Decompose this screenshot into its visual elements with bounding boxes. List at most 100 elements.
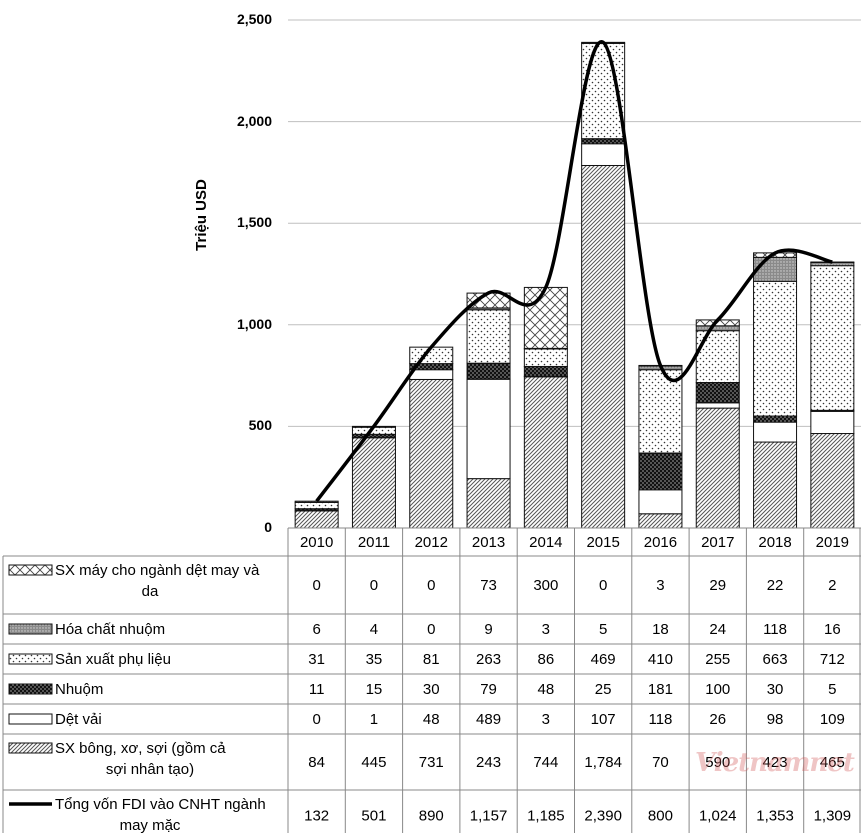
data-label: 70	[652, 754, 669, 771]
legend-key	[8, 623, 53, 635]
data-label: 98	[767, 711, 784, 728]
data-label: 663	[763, 651, 788, 668]
bar-segment	[466, 378, 511, 480]
data-label: 1,784	[584, 754, 622, 771]
bar-segment	[638, 489, 683, 515]
y-tick-label: 0	[264, 519, 272, 535]
data-label: 24	[709, 621, 726, 638]
bar-segment	[753, 256, 798, 282]
x-category-label: 2011	[358, 534, 390, 551]
bar-segment	[695, 330, 740, 384]
data-label: 731	[419, 754, 444, 771]
bar-segment	[409, 378, 454, 529]
x-category-label: 2010	[300, 534, 333, 551]
table-row-label: da	[142, 583, 159, 600]
data-label: 5	[828, 681, 836, 698]
data-label: 0	[599, 577, 607, 594]
data-label: 890	[419, 808, 444, 825]
data-label: 86	[538, 651, 555, 668]
data-label: 2	[828, 577, 836, 594]
data-label: 22	[767, 577, 784, 594]
table-row-label: may mặc	[120, 817, 181, 833]
table-row-label: Nhuộm	[55, 681, 103, 698]
bar-segment	[810, 261, 855, 264]
data-label: 11	[309, 681, 325, 698]
data-label: 0	[312, 577, 320, 594]
data-label: 423	[763, 754, 788, 771]
bar-segment	[466, 309, 511, 364]
data-label: 30	[767, 681, 784, 698]
data-label: 48	[538, 681, 555, 698]
data-label: 300	[533, 577, 558, 594]
legend-key	[8, 713, 53, 725]
table-row-label: Dệt vải	[55, 711, 102, 728]
data-label: 712	[820, 651, 845, 668]
legend-key	[8, 564, 53, 576]
y-tick-label: 2,500	[236, 11, 272, 27]
bar-segment	[753, 441, 798, 529]
bar-segment	[810, 433, 855, 529]
data-label: 26	[709, 711, 726, 728]
bar-segment	[581, 138, 626, 145]
data-label: 501	[361, 808, 386, 825]
x-category-label: 2015	[586, 534, 619, 551]
x-category-label: 2014	[529, 534, 562, 551]
table-row-label: Hóa chất nhuộm	[55, 621, 165, 638]
table-row-label: Sản xuất phụ liệu	[55, 651, 171, 668]
data-label: 1,157	[470, 808, 508, 825]
data-label: 79	[480, 681, 497, 698]
bar-segment	[466, 478, 511, 529]
legend-key	[8, 653, 53, 665]
data-label: 15	[366, 681, 383, 698]
data-label: 590	[705, 754, 730, 771]
y-tick-label: 1,500	[236, 214, 272, 231]
data-label: 1,185	[527, 808, 565, 825]
table-row-label: sợi nhân tạo)	[106, 761, 194, 778]
bar-segment	[581, 143, 626, 166]
data-label: 2,390	[584, 808, 622, 825]
x-category-label: 2017	[701, 534, 734, 551]
data-label: 489	[476, 711, 501, 728]
data-label: 0	[427, 621, 435, 638]
bar-segment	[638, 513, 683, 529]
y-tick-label: 2,000	[236, 112, 272, 129]
data-label: 1,353	[756, 808, 794, 825]
data-label: 410	[648, 651, 673, 668]
bar-segment	[581, 164, 626, 529]
bar-segment	[638, 369, 683, 454]
bar-segment	[753, 280, 798, 417]
data-label: 84	[308, 754, 325, 771]
data-label: 243	[476, 754, 501, 771]
data-label: 3	[542, 711, 550, 728]
data-label: 16	[824, 621, 841, 638]
watermark-logo: Vietnamnet	[695, 748, 855, 778]
bar-segment	[695, 325, 740, 332]
legend-key	[8, 683, 53, 695]
bar-segment	[294, 501, 339, 510]
table-row-label: SX máy cho ngành dệt may và	[55, 562, 260, 579]
data-label: 9	[484, 621, 492, 638]
data-label: 0	[370, 577, 378, 594]
bar-segment	[753, 421, 798, 443]
data-label: 25	[595, 681, 612, 698]
data-label: 6	[312, 621, 320, 638]
x-category-label: 2016	[644, 534, 677, 551]
bar-segment	[409, 369, 454, 380]
data-label: 118	[763, 621, 787, 638]
bar-segment	[810, 410, 855, 435]
x-category-label: 2012	[415, 534, 448, 551]
data-label: 4	[370, 621, 378, 638]
data-label: 445	[361, 754, 386, 771]
data-label: 469	[591, 651, 616, 668]
data-label: 107	[591, 711, 616, 728]
data-label: 5	[599, 621, 607, 638]
data-label: 3	[542, 621, 550, 638]
table-row-label: Tổng vốn FDI vào CNHT ngành	[55, 796, 266, 813]
data-label: 31	[308, 651, 325, 668]
data-label: 81	[423, 651, 440, 668]
bar-segment	[294, 510, 339, 529]
data-label: 0	[427, 577, 435, 594]
data-label: 132	[304, 808, 329, 825]
data-label: 100	[705, 681, 730, 698]
